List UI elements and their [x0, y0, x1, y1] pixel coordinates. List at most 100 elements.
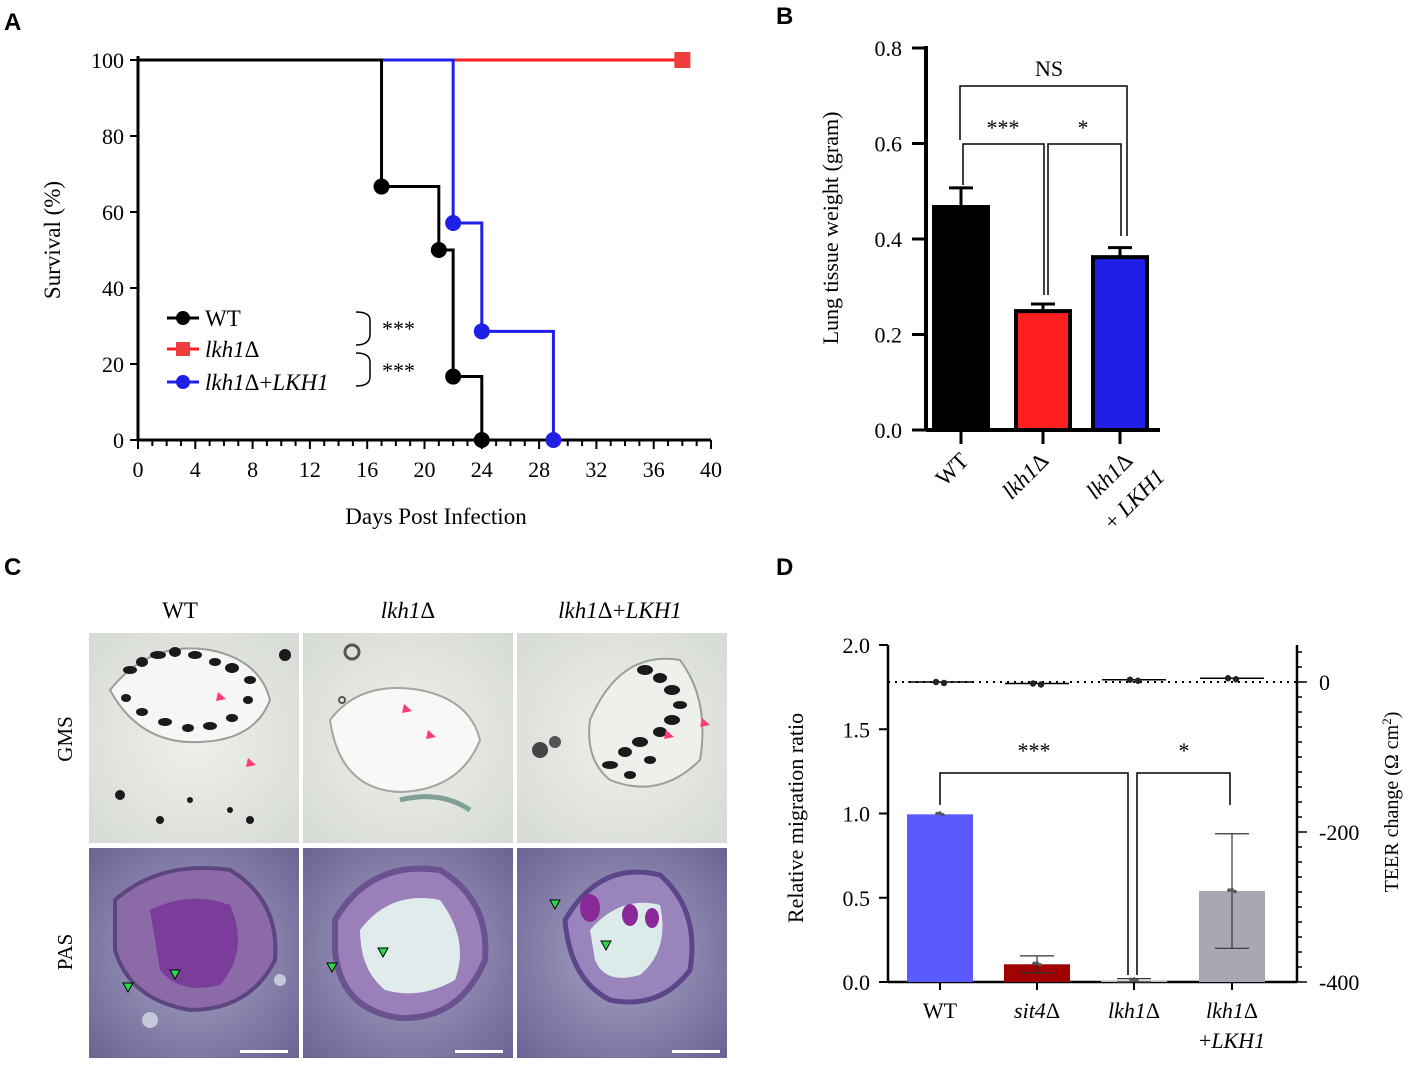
histology-col-wt: WT — [162, 598, 198, 623]
chart-d-teer-point — [940, 679, 948, 687]
legend-sig-2: *** — [382, 358, 415, 383]
chart-d-ytick-label: 1.0 — [843, 802, 871, 827]
legend-lkh1-label: lkh1Δ — [205, 337, 259, 362]
chart-a-xtick-label: 16 — [356, 457, 378, 482]
chart-b-ytick-label: 0.2 — [875, 323, 903, 348]
chart-d-point — [1132, 977, 1136, 981]
chart-d-point — [938, 811, 942, 815]
chart-a-ylabel: Survival (%) — [40, 181, 65, 299]
chart-d-point — [1233, 889, 1237, 894]
chart-a-ytick-label: 100 — [91, 48, 124, 73]
chart-d-point — [1227, 888, 1231, 892]
chart-a-axes: 0 20 40 60 80 100 0 4 8 12 16 20 24 28 32 36 40 — [91, 48, 722, 482]
chart-d-teer-point — [1029, 680, 1037, 687]
series-marker-wt — [430, 242, 447, 258]
series-marker-lkh1 — [674, 52, 691, 68]
panel-label-b: B — [776, 3, 793, 30]
chart-d-teer-point — [1224, 675, 1232, 682]
chart-a-xtick-label: 36 — [643, 457, 665, 482]
chart-b-bar — [932, 205, 990, 432]
chart-d-sig — [939, 772, 1231, 975]
chart-a-ytick-label: 60 — [102, 200, 124, 225]
chart-d-y2tick-label: -400 — [1319, 970, 1359, 995]
pas-comp-image — [517, 848, 727, 1058]
legend-lkh1-marker — [176, 342, 190, 356]
pas-wt-image — [89, 848, 299, 1058]
chart-b-ytick-label: 0.6 — [875, 132, 903, 157]
legend-comp-marker — [176, 375, 190, 389]
pas-lkh1-image — [303, 848, 513, 1058]
chart-d-bars — [907, 811, 1265, 983]
chart-a-xtick-label: 4 — [190, 457, 201, 482]
series-marker-wt — [373, 178, 390, 195]
chart-d-teer-point — [1126, 676, 1134, 683]
chart-b-sig-1: *** — [987, 115, 1020, 140]
legend-wt-label: WT — [205, 306, 241, 331]
series-marker-comp — [473, 323, 490, 340]
series-marker-wt — [445, 368, 462, 385]
chart-b-bar — [1014, 309, 1072, 433]
chart-a-xtick-label: 8 — [247, 457, 258, 482]
chart-d-point — [941, 813, 945, 817]
chart-a-xtick-label: 32 — [585, 457, 607, 482]
chart-b-ylabel: Lung tissue weight (gram) — [818, 112, 843, 345]
chart-b-ytick-label: 0.0 — [875, 418, 903, 443]
chart-d-point — [1038, 963, 1042, 967]
chart-a-xtick-label: 20 — [414, 457, 436, 482]
gms-lkh1-image — [303, 633, 513, 843]
panel-label-c: C — [4, 554, 21, 581]
chart-a-xtick-label: 0 — [133, 457, 144, 482]
chart-a-xtick-label: 40 — [700, 457, 722, 482]
series-marker-wt — [473, 432, 490, 448]
series-marker-comp — [445, 215, 462, 232]
panel-label-d: D — [776, 554, 793, 581]
chart-a-survival: 0 20 40 60 80 100 0 4 8 12 16 20 24 28 32 36 40 Survival… — [40, 48, 722, 529]
chart-d-teer-point — [932, 678, 940, 686]
legend-sig-1: *** — [382, 316, 415, 341]
chart-d-cat-comp-1: lkh1Δ — [1206, 998, 1258, 1023]
histology-row-gms: GMS — [53, 716, 77, 762]
chart-d-point — [1129, 977, 1133, 982]
chart-d-axes: 0.0 0.5 1.0 1.5 2.0 0 -200 -400 — [843, 633, 1360, 995]
chart-d-bar — [907, 814, 973, 982]
chart-b-lung-weight: 0.0 0.2 0.4 0.6 0.8 Lung tissue weight (gram… — [818, 36, 1170, 535]
panel-label-a: A — [4, 9, 21, 36]
chart-d-cat-sit4: sit4Δ — [1014, 998, 1060, 1023]
gms-comp-image — [517, 633, 727, 843]
histology-panel: WT lkh1Δ lkh1Δ+LKH1 GMS PAS — [53, 598, 727, 1058]
chart-d-cat-lkh1: lkh1Δ — [1108, 998, 1160, 1023]
chart-d-ylabel: Relative migration ratio — [783, 713, 808, 923]
chart-d-cat-wt: WT — [923, 998, 958, 1023]
chart-d-point — [935, 811, 939, 816]
chart-b-sig — [959, 85, 1128, 295]
series-line-2 — [138, 58, 555, 440]
chart-d-y2tick-label: -200 — [1319, 820, 1359, 845]
legend-wt-marker — [176, 311, 190, 325]
chart-d-point — [1035, 961, 1039, 965]
gms-wt-image — [89, 633, 299, 843]
legend-bracket-2 — [355, 352, 371, 387]
chart-a-legend: WT lkh1Δ lkh1Δ+LKH1 *** *** — [167, 306, 415, 395]
series-marker-comp — [545, 432, 562, 448]
chart-d-teer-markers — [908, 675, 1264, 688]
chart-d-ytick-label: 2.0 — [843, 633, 871, 658]
chart-d-point — [1135, 979, 1139, 983]
chart-d-point — [1230, 887, 1234, 892]
chart-b-ytick-label: 0.4 — [875, 227, 903, 252]
chart-b-sig-ns: NS — [1035, 56, 1063, 81]
chart-a-ytick-label: 80 — [102, 124, 124, 149]
chart-a-ytick-label: 20 — [102, 352, 124, 377]
chart-a-xlabel: Days Post Infection — [345, 504, 527, 529]
chart-d-teer-point — [1037, 681, 1045, 688]
chart-d-teer-point — [1134, 677, 1142, 684]
chart-b-ytick-label: 0.8 — [875, 36, 903, 61]
chart-a-xtick-label: 12 — [299, 457, 321, 482]
chart-b-cat-lkh1: lkh1Δ — [997, 448, 1053, 504]
chart-b-bar — [1091, 255, 1149, 432]
chart-d-cat-comp-2: +LKH1 — [1199, 1028, 1265, 1053]
legend-bracket-1 — [355, 311, 371, 346]
chart-b-cat-wt: WT — [931, 448, 974, 491]
chart-b-sig-2: * — [1078, 115, 1089, 140]
histology-row-pas: PAS — [53, 934, 77, 971]
